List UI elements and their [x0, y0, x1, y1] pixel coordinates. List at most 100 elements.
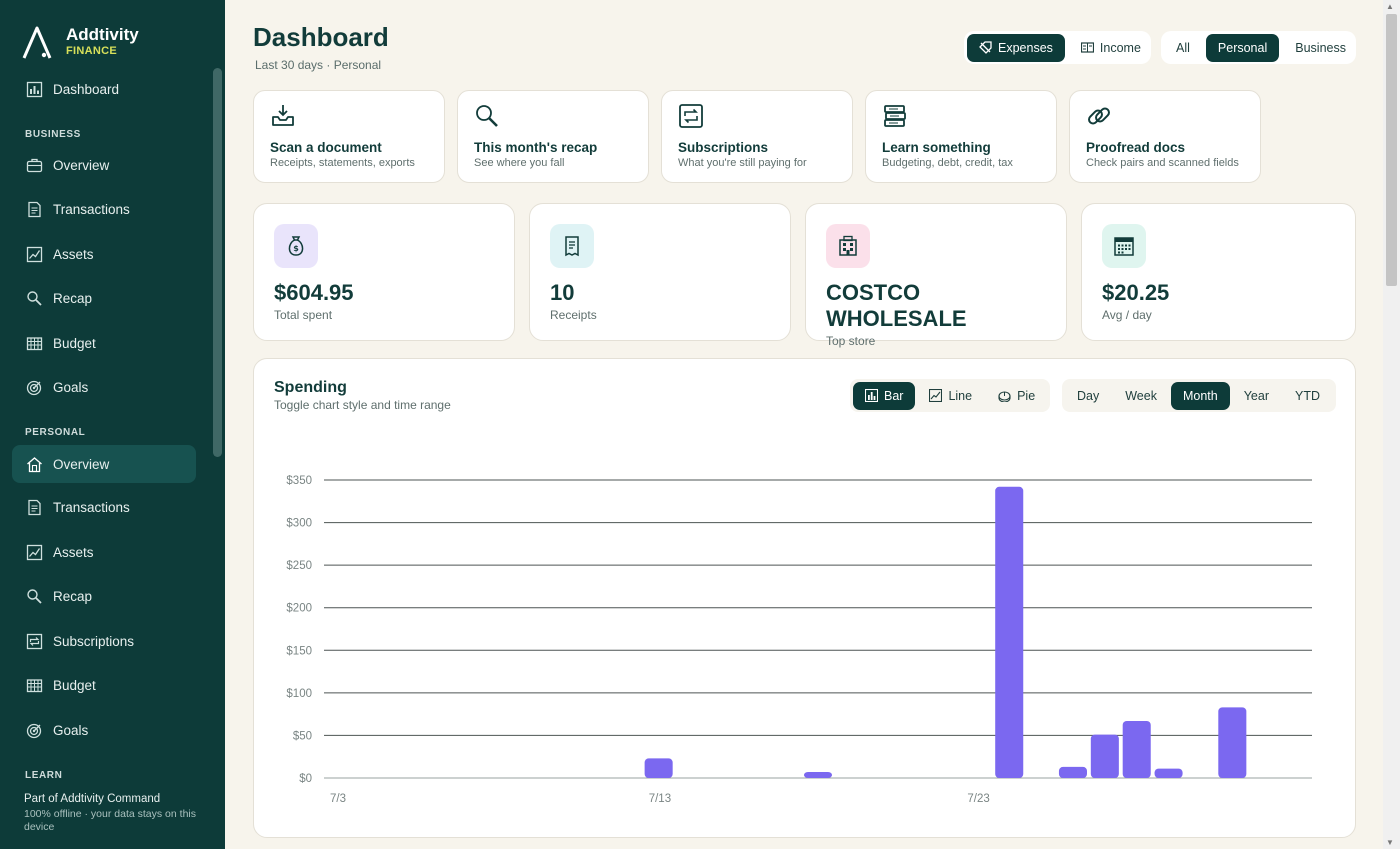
brand[interactable]: Addtivity FINANCE: [22, 24, 139, 60]
y-tick-label: $350: [286, 475, 312, 487]
scan-tray-icon: [272, 105, 294, 126]
range-year-button[interactable]: Year: [1243, 388, 1269, 403]
y-tick-label: $150: [286, 645, 312, 657]
sidebar-item-personal-budget[interactable]: Budget: [12, 666, 196, 704]
stat-label: Top store: [826, 334, 876, 348]
bar: [1090, 734, 1119, 778]
scroll-down-arrow-icon[interactable]: ▼: [1386, 838, 1394, 847]
sidebar-item-personal-subscriptions[interactable]: Subscriptions: [12, 622, 196, 660]
scroll-up-arrow-icon[interactable]: ▲: [1386, 2, 1394, 11]
nav-section-learn: LEARN: [25, 770, 63, 781]
flow-toggle: Expenses Income: [964, 31, 1151, 64]
quick-action-title: Subscriptions: [678, 140, 769, 155]
nav-section-business: BUSINESS: [25, 129, 81, 140]
expenses-toggle-button[interactable]: Expenses: [967, 33, 1065, 62]
chart-style-label: Line: [948, 388, 973, 403]
brand-sub: FINANCE: [66, 45, 117, 57]
quick-action-subscriptions[interactable]: Subscriptions What you're still paying f…: [661, 90, 853, 183]
magnifier-icon: [27, 290, 42, 306]
range-month-button[interactable]: Month: [1170, 381, 1230, 410]
page-scrollbar-thumb[interactable]: [1386, 14, 1397, 286]
sidebar-item-label: Budget: [53, 677, 96, 693]
bar: [1218, 707, 1247, 778]
x-tick-label: 7/13: [649, 793, 671, 805]
stat-badge: [1102, 224, 1146, 268]
line-chart-icon: [929, 389, 943, 402]
bar: [995, 486, 1024, 778]
sidebar-item-label: Transactions: [53, 201, 130, 217]
quick-action-scan[interactable]: Scan a document Receipts, statements, ex…: [253, 90, 445, 183]
footer-sub: 100% offline · your data stays on this d…: [24, 808, 196, 833]
page-title: Dashboard: [253, 22, 389, 52]
bar: [644, 758, 673, 778]
sidebar-item-business-goals[interactable]: Goals: [12, 368, 196, 406]
stat-label: Total spent: [274, 308, 333, 322]
svg-text:$: $: [293, 244, 299, 253]
sidebar-item-business-recap[interactable]: Recap: [12, 279, 196, 317]
sidebar-item-label: Recap: [53, 290, 93, 306]
stat-card-avg-day: $20.25 Avg / day: [1081, 203, 1356, 341]
spending-title: Spending: [274, 379, 347, 396]
quick-action-sub: Budgeting, debt, credit, tax: [882, 157, 1013, 169]
quick-action-proofread[interactable]: Proofread docs Check pairs and scanned f…: [1069, 90, 1261, 183]
calendar-icon: [1114, 237, 1134, 256]
document-icon: [28, 499, 41, 515]
bar: [1122, 720, 1151, 778]
y-tick-label: $250: [286, 560, 312, 572]
bar: [1058, 766, 1087, 778]
sidebar-item-label: Budget: [53, 335, 96, 351]
chart-style-line-button[interactable]: Line: [917, 382, 984, 410]
sidebar-item-label: Transactions: [53, 499, 130, 515]
briefcase-icon: [26, 158, 43, 172]
x-tick-label: 7/3: [330, 793, 346, 805]
stat-value: $604.95: [274, 280, 354, 305]
sidebar-item-business-budget[interactable]: Budget: [12, 324, 196, 362]
chart-style-toggle: Bar Line Pie: [850, 379, 1050, 412]
scope-business-button[interactable]: Business: [1295, 40, 1346, 55]
y-tick-label: $50: [293, 730, 312, 742]
scope-personal-button[interactable]: Personal: [1205, 33, 1280, 62]
bar-chart-icon: [865, 389, 878, 402]
trend-chart-icon: [26, 246, 43, 262]
income-toggle-button[interactable]: Income: [1069, 34, 1153, 62]
sidebar-item-personal-recap[interactable]: Recap: [12, 577, 196, 615]
quick-action-learn[interactable]: Learn something Budgeting, debt, credit,…: [865, 90, 1057, 183]
quick-action-recap[interactable]: This month's recap See where you fall: [457, 90, 649, 183]
sidebar-item-business-overview[interactable]: Overview: [12, 146, 196, 184]
repeat-icon: [679, 104, 703, 128]
quick-action-title: This month's recap: [474, 140, 598, 155]
range-ytd-button[interactable]: YTD: [1294, 388, 1320, 403]
y-tick-label: $200: [286, 603, 312, 615]
scope-all-button[interactable]: All: [1176, 40, 1190, 55]
quick-action-title: Proofread docs: [1086, 140, 1186, 155]
sidebar-item-personal-assets[interactable]: Assets: [12, 533, 196, 571]
brand-logo-icon: [22, 26, 52, 59]
stat-card-total-spent: $ $604.95 Total spent: [253, 203, 515, 341]
range-day-button[interactable]: Day: [1077, 388, 1100, 403]
sidebar-item-label: Overview: [53, 456, 110, 472]
stat-label: Avg / day: [1102, 308, 1152, 322]
magnifier-icon: [27, 588, 42, 604]
repeat-icon: [26, 633, 43, 649]
sidebar-item-business-transactions[interactable]: Transactions: [12, 190, 196, 228]
expenses-label: Expenses: [998, 40, 1053, 55]
range-week-button[interactable]: Week: [1125, 388, 1157, 403]
x-tick-label: 7/23: [967, 793, 989, 805]
pie-chart-icon: [998, 391, 1011, 402]
sidebar-item-personal-overview[interactable]: Overview: [12, 445, 196, 483]
chart-style-pie-button[interactable]: Pie: [986, 382, 1047, 410]
document-icon: [28, 201, 41, 217]
sidebar-item-label: Dashboard: [53, 81, 120, 97]
sidebar-item-dashboard[interactable]: Dashboard: [12, 70, 196, 108]
sidebar-item-label: Assets: [53, 246, 94, 262]
sidebar-item-business-assets[interactable]: Assets: [12, 235, 196, 273]
quick-action-title: Scan a document: [270, 140, 382, 155]
stat-label: Receipts: [550, 308, 597, 322]
sidebar-scrollbar[interactable]: [213, 68, 222, 457]
chart-style-bar-button[interactable]: Bar: [853, 381, 916, 410]
time-range-toggle: Day Week Month Year YTD: [1062, 379, 1336, 412]
sidebar-item-personal-goals[interactable]: Goals: [12, 711, 196, 749]
books-icon: [884, 105, 906, 127]
quick-action-sub: Check pairs and scanned fields: [1086, 157, 1239, 169]
sidebar-item-personal-transactions[interactable]: Transactions: [12, 488, 196, 526]
